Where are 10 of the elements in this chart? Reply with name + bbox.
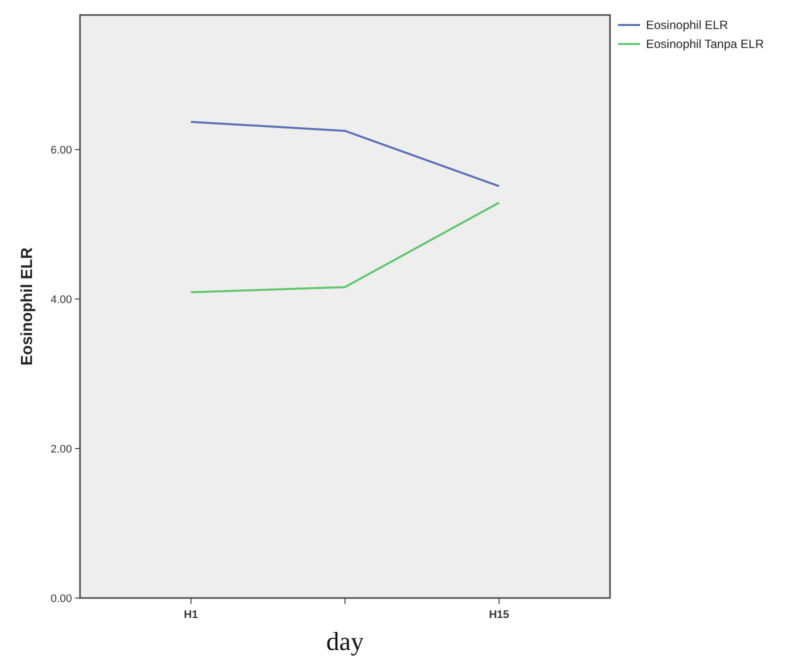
y-axis-title: Eosinophil ELR [19,246,36,366]
y-tick-label: 4.00 [50,294,72,306]
x-tick-label: H15 [488,609,510,621]
y-tick-label: 6.00 [50,144,72,156]
x-axis-title: day [326,627,364,656]
x-tick-label: H1 [184,609,198,621]
legend-label: Eosinophil Tanpa ELR [646,37,764,52]
legend-label: Eosinophil ELR [646,18,728,32]
y-tick-label: 2.00 [50,443,72,456]
y-tick-label: 0.00 [50,592,72,605]
